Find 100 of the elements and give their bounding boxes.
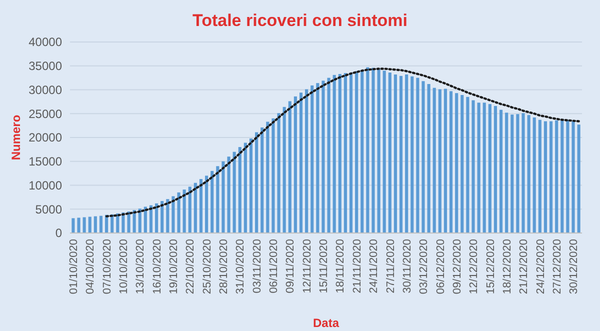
x-tick-label: 28/10/2020 xyxy=(218,239,230,294)
y-tick-label: 20000 xyxy=(28,130,62,145)
bar xyxy=(88,216,92,233)
bar xyxy=(144,206,147,233)
bar xyxy=(394,74,397,233)
bar xyxy=(138,208,142,233)
bar xyxy=(316,83,320,233)
x-tick-label: 01/10/2020 xyxy=(68,239,80,294)
y-tick-label: 5000 xyxy=(35,202,62,216)
bar xyxy=(388,72,392,233)
y-tick-label: 10000 xyxy=(28,178,62,192)
bar xyxy=(438,89,442,233)
bar xyxy=(216,166,220,233)
bar xyxy=(127,212,130,233)
bar xyxy=(99,216,103,233)
bar xyxy=(522,113,525,233)
bar xyxy=(560,118,564,233)
bar xyxy=(527,115,530,233)
bar xyxy=(399,76,403,233)
bar xyxy=(222,161,225,233)
bar xyxy=(444,88,447,233)
bar xyxy=(577,124,580,233)
bar xyxy=(416,78,420,233)
bar xyxy=(288,101,292,233)
bar xyxy=(349,72,353,233)
bar xyxy=(499,110,503,233)
x-tick-label: 21/12/2020 xyxy=(518,239,530,294)
x-tick-label: 09/12/2020 xyxy=(451,239,464,294)
y-tick-label: 30000 xyxy=(28,82,62,97)
bar xyxy=(432,88,436,233)
bar xyxy=(466,96,470,233)
x-tick-label: 21/11/2020 xyxy=(351,239,364,294)
x-tick-label: 24/12/2020 xyxy=(534,239,547,294)
bar xyxy=(449,91,453,233)
bar xyxy=(477,102,480,233)
x-tick-label: 18/12/2020 xyxy=(501,239,514,294)
bar xyxy=(94,216,97,233)
x-tick-label: 13/10/2020 xyxy=(134,239,147,294)
bar xyxy=(160,201,164,233)
x-tick-label: 31/10/2020 xyxy=(234,239,247,294)
bar xyxy=(382,70,386,233)
bar xyxy=(455,93,458,233)
bar xyxy=(372,68,375,233)
bar xyxy=(338,74,342,233)
chart-title: Totale ricoveri con sintomi xyxy=(192,11,408,30)
x-tick-label: 10/10/2020 xyxy=(118,239,130,294)
bar xyxy=(482,102,486,233)
x-tick-label: 12/11/2020 xyxy=(301,239,314,294)
bar xyxy=(327,78,330,233)
x-tick-label: 25/10/2020 xyxy=(201,239,214,294)
bar xyxy=(405,74,408,233)
bar xyxy=(422,81,425,233)
bar xyxy=(360,70,364,233)
bar xyxy=(538,120,542,233)
bar xyxy=(549,121,553,233)
bar xyxy=(427,84,430,233)
bar xyxy=(282,106,286,233)
bar xyxy=(238,147,242,233)
x-tick-label: 15/11/2020 xyxy=(318,239,330,294)
bar xyxy=(566,120,570,233)
bar xyxy=(299,92,303,233)
x-tick-label: 16/10/2020 xyxy=(151,239,164,294)
x-tick-label: 06/12/2020 xyxy=(434,239,447,294)
x-tick-label: 19/10/2020 xyxy=(168,239,180,294)
x-tick-label: 27/11/2020 xyxy=(384,239,397,294)
bar xyxy=(232,152,236,233)
x-tick-label: 07/10/2020 xyxy=(101,239,114,294)
bar xyxy=(72,218,75,233)
bar xyxy=(266,122,270,233)
bar xyxy=(277,113,280,233)
x-tick-label: 04/10/2020 xyxy=(84,239,97,294)
bar xyxy=(322,80,325,233)
bar xyxy=(488,104,492,233)
y-tick-label: 25000 xyxy=(28,106,62,121)
bar xyxy=(255,132,258,233)
bar xyxy=(460,95,464,233)
x-tick-label: 30/12/2020 xyxy=(568,239,580,294)
bar xyxy=(516,114,520,233)
bar xyxy=(272,118,275,233)
x-tick-label: 09/11/2020 xyxy=(284,239,297,294)
bar xyxy=(182,190,186,233)
x-tick-label: 06/11/2020 xyxy=(268,239,280,294)
bar xyxy=(199,179,203,233)
bar xyxy=(366,67,370,233)
bar xyxy=(205,176,208,233)
x-tick-label: 03/12/2020 xyxy=(418,239,430,294)
bar xyxy=(355,71,358,233)
bar xyxy=(310,85,314,233)
bar xyxy=(572,121,575,233)
bar xyxy=(332,74,336,233)
bar xyxy=(344,73,347,233)
bar xyxy=(510,114,514,233)
y-tick-label: 40000 xyxy=(28,35,62,50)
bar xyxy=(294,96,297,233)
bar xyxy=(177,192,180,233)
bar xyxy=(494,106,497,233)
x-axis-title: Data xyxy=(312,316,340,330)
bar xyxy=(260,127,264,233)
bar xyxy=(555,120,558,233)
x-tick-label: 22/10/2020 xyxy=(184,239,197,294)
